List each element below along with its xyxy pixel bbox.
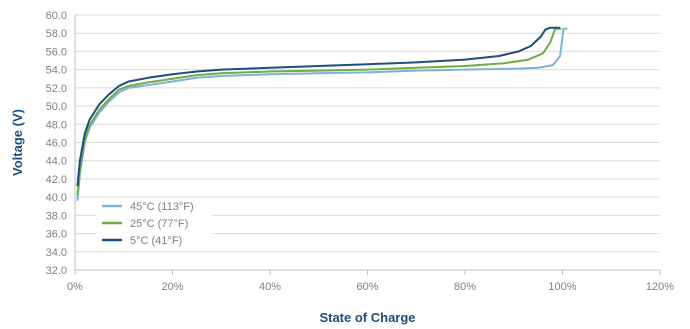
x-tick-label: 80% [454,281,476,293]
y-axis-title: Voltage (V) [10,109,25,176]
y-tick-label: 50.0 [46,101,67,113]
x-tick-label: 40% [259,281,281,293]
x-tick-label: 20% [161,281,183,293]
y-tick-label: 42.0 [46,174,67,186]
x-tick-label: 100% [548,281,576,293]
legend-label: 5°C (41°F) [130,235,182,247]
series-line-1 [76,27,562,196]
y-tick-label: 34.0 [46,247,67,259]
y-tick-label: 48.0 [46,119,67,131]
x-tick-label: 120% [646,281,674,293]
y-tick-label: 46.0 [46,138,67,150]
legend-label: 45°C (113°F) [130,201,194,213]
y-tick-label: 32.0 [46,265,67,277]
y-tick-label: 56.0 [46,46,67,58]
y-tick-label: 60.0 [46,10,67,22]
x-tick-label: 0% [67,281,83,293]
y-tick-label: 36.0 [46,229,67,241]
y-tick-label: 54.0 [46,65,67,77]
legend: 45°C (113°F) 25°C (77°F) 5°C (41°F) [96,198,212,251]
y-tick-label: 58.0 [46,28,67,40]
series-line-0 [76,27,568,201]
axes: 32.0 34.0 36.0 38.0 40.0 42.0 44.0 46.0 48.0 50.0… [46,10,675,293]
series-lines [76,26,568,201]
y-tick-label: 52.0 [46,83,67,95]
series-line-2 [76,26,561,187]
y-tick-label: 38.0 [46,210,67,222]
x-axis-title: State of Charge [319,310,415,325]
y-tick-label: 40.0 [46,192,67,204]
y-tick-label: 44.0 [46,156,67,168]
legend-label: 25°C (77°F) [130,218,188,230]
x-tick-label: 60% [356,281,378,293]
